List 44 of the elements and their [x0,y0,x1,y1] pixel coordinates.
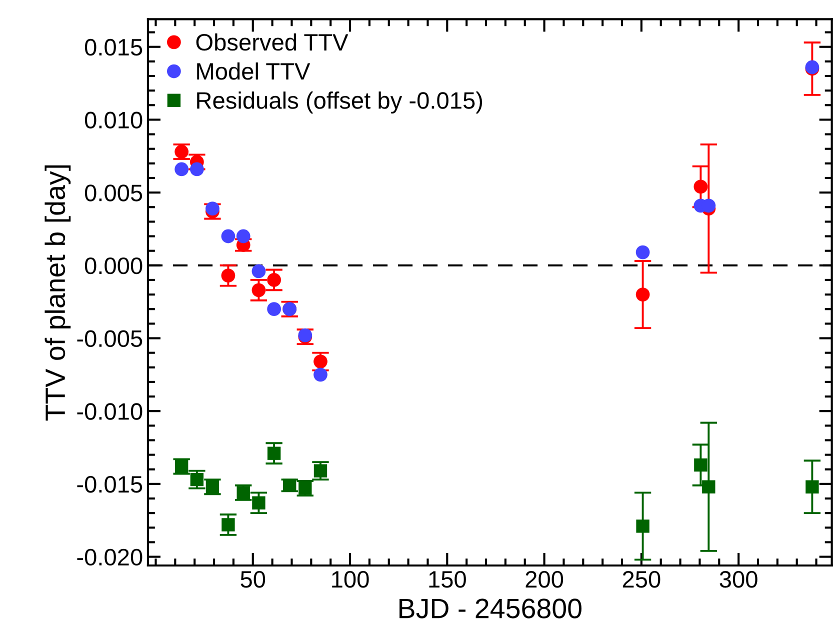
y-tick-label: -0.020 [77,548,142,566]
point [636,245,650,260]
y-tick-label: 0.015 [84,38,142,56]
y-tick-label: 0.005 [84,184,142,202]
point [314,464,328,478]
point [206,202,220,216]
legend-label: Residuals (offset by -0.015) [197,92,482,114]
point [222,518,235,532]
point [174,162,189,176]
point [252,264,266,278]
y-tick-label: -0.005 [77,330,142,348]
x-tick-label: 150 [429,571,466,588]
point [694,458,708,472]
point [236,486,250,500]
point [702,480,716,494]
legend-label: Model TTV [197,62,310,80]
y-tick-label: -0.015 [77,476,142,493]
point [314,368,328,382]
point [806,480,819,494]
point [636,288,650,302]
point [252,496,266,510]
point [267,302,281,316]
y-axis-title: TTV of planet b [day] [44,165,71,421]
point [267,446,281,460]
point [190,162,204,176]
point [221,268,236,283]
y-tick-label: 0.010 [84,112,142,128]
point [221,229,236,244]
x-axis-title: BJD - 2456800 [400,598,582,618]
point [252,283,266,298]
y-tick-label: 0.000 [84,257,142,274]
point [190,472,204,486]
x-tick-label: 300 [720,571,758,588]
point [636,520,650,533]
point [236,229,250,244]
point [267,273,281,287]
x-tick-label: 100 [332,571,369,588]
legend-label: Observed TTV [196,33,348,51]
x-tick-label: 250 [622,571,660,588]
y-tick-label: -0.010 [77,403,142,420]
x-tick-label: 50 [240,571,266,588]
x-tick-label: 200 [526,571,564,588]
point [314,354,328,368]
point [694,180,708,194]
